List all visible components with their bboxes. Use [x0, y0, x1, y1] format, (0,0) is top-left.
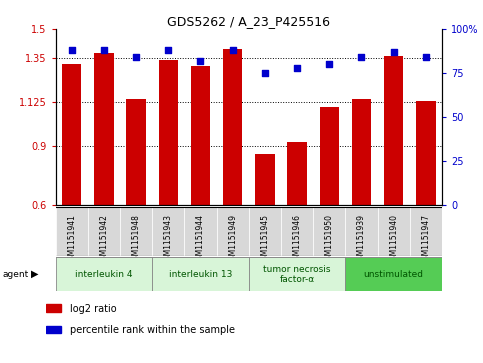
- Text: tumor necrosis
factor-α: tumor necrosis factor-α: [263, 265, 331, 284]
- Bar: [62, 64, 81, 205]
- Bar: [281, 207, 313, 256]
- Point: [293, 65, 301, 71]
- Point: [132, 54, 140, 60]
- Text: interleukin 13: interleukin 13: [169, 270, 232, 279]
- Point: [100, 47, 108, 53]
- Bar: [94, 53, 114, 205]
- Text: log2 ratio: log2 ratio: [70, 303, 116, 314]
- Text: GSM1151948: GSM1151948: [131, 214, 141, 265]
- Bar: [313, 207, 345, 256]
- Bar: [287, 143, 307, 205]
- Text: GSM1151946: GSM1151946: [293, 214, 301, 265]
- Bar: [56, 207, 88, 256]
- Text: GSM1151945: GSM1151945: [260, 214, 270, 265]
- Text: ▶: ▶: [31, 269, 39, 279]
- Text: GSM1151943: GSM1151943: [164, 214, 173, 265]
- Point: [422, 54, 430, 60]
- Bar: [216, 207, 249, 256]
- Bar: [56, 257, 152, 291]
- Text: GSM1151939: GSM1151939: [357, 214, 366, 265]
- Bar: [46, 326, 61, 334]
- Bar: [345, 207, 378, 256]
- Bar: [352, 99, 371, 205]
- Text: GSM1151942: GSM1151942: [99, 214, 108, 265]
- Bar: [185, 207, 216, 256]
- Bar: [255, 154, 274, 205]
- Point: [357, 54, 365, 60]
- Text: GSM1151940: GSM1151940: [389, 214, 398, 265]
- Point: [326, 61, 333, 67]
- Title: GDS5262 / A_23_P425516: GDS5262 / A_23_P425516: [167, 15, 330, 28]
- Bar: [410, 207, 442, 256]
- Text: interleukin 4: interleukin 4: [75, 270, 133, 279]
- Bar: [158, 60, 178, 205]
- Point: [197, 58, 204, 64]
- Bar: [88, 207, 120, 256]
- Bar: [378, 207, 410, 256]
- Text: GSM1151941: GSM1151941: [67, 214, 76, 265]
- Text: GSM1151944: GSM1151944: [196, 214, 205, 265]
- Point: [261, 70, 269, 76]
- Point: [229, 47, 237, 53]
- Text: GSM1151950: GSM1151950: [325, 214, 334, 265]
- Bar: [46, 304, 61, 312]
- Bar: [416, 101, 436, 205]
- Bar: [223, 49, 242, 205]
- Bar: [249, 257, 345, 291]
- Bar: [152, 207, 185, 256]
- Bar: [127, 99, 146, 205]
- Bar: [384, 56, 403, 205]
- Bar: [320, 107, 339, 205]
- Bar: [249, 207, 281, 256]
- Bar: [152, 257, 249, 291]
- Point: [164, 47, 172, 53]
- Bar: [345, 257, 442, 291]
- Text: unstimulated: unstimulated: [364, 270, 424, 279]
- Text: agent: agent: [2, 270, 28, 279]
- Bar: [120, 207, 152, 256]
- Text: percentile rank within the sample: percentile rank within the sample: [70, 325, 235, 335]
- Text: GSM1151949: GSM1151949: [228, 214, 237, 265]
- Point: [390, 49, 398, 55]
- Text: GSM1151947: GSM1151947: [421, 214, 430, 265]
- Point: [68, 47, 75, 53]
- Bar: [191, 66, 210, 205]
